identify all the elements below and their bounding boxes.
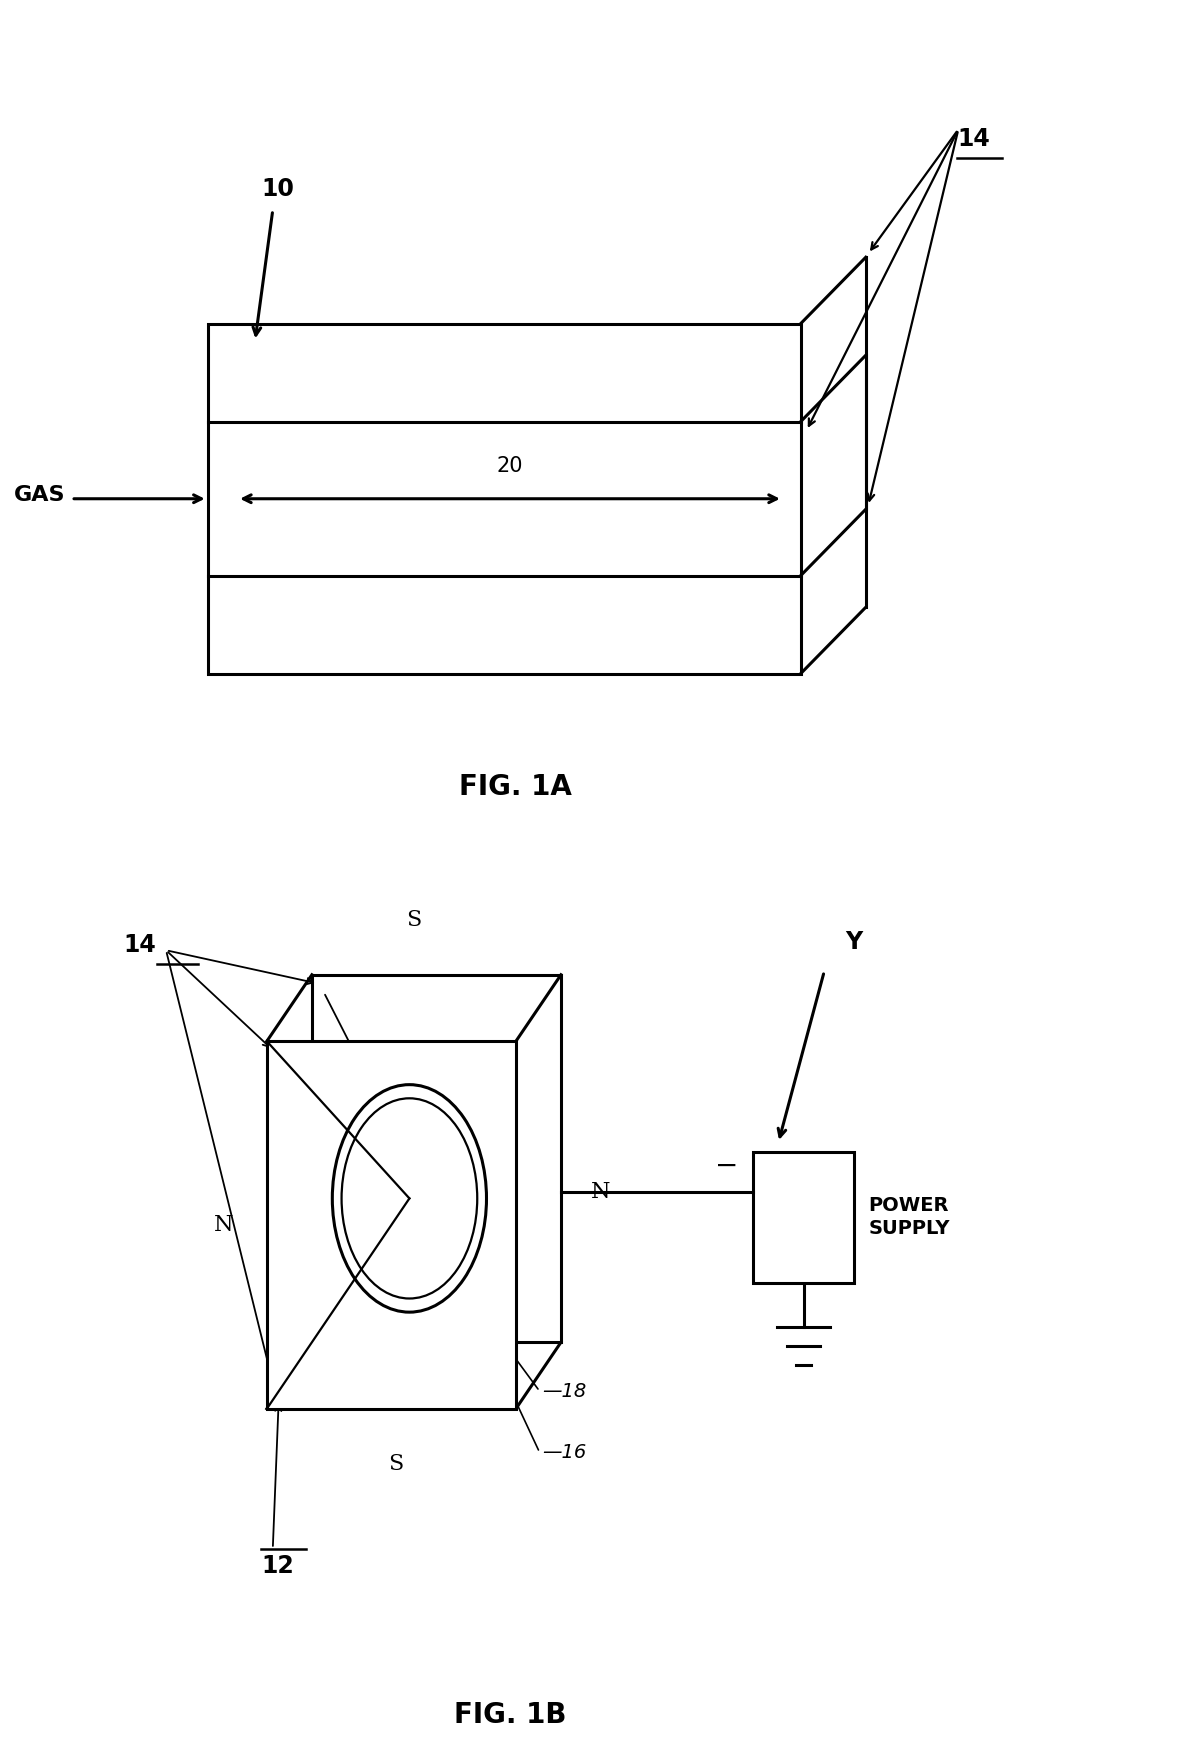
- Text: S: S: [388, 1452, 403, 1475]
- Text: Y: Y: [846, 929, 863, 954]
- Text: S: S: [407, 908, 421, 931]
- Text: N: N: [591, 1181, 610, 1202]
- Text: 10: 10: [261, 177, 294, 201]
- Text: −: −: [715, 1152, 739, 1180]
- Text: POWER
SUPPLY: POWER SUPPLY: [868, 1195, 950, 1239]
- Bar: [312, 975, 561, 1342]
- Bar: [267, 1041, 516, 1409]
- Text: 12: 12: [261, 1554, 294, 1578]
- Text: GAS: GAS: [14, 485, 65, 506]
- Bar: [208, 324, 801, 674]
- Text: 14: 14: [957, 126, 990, 150]
- Text: —18: —18: [542, 1382, 586, 1400]
- Bar: [753, 1152, 854, 1283]
- Text: N: N: [215, 1214, 234, 1236]
- Text: FIG. 1B: FIG. 1B: [454, 1701, 566, 1729]
- Text: 20: 20: [497, 457, 523, 476]
- Text: 14: 14: [123, 933, 157, 957]
- Text: —16: —16: [542, 1444, 586, 1461]
- Text: FIG. 1A: FIG. 1A: [459, 774, 573, 802]
